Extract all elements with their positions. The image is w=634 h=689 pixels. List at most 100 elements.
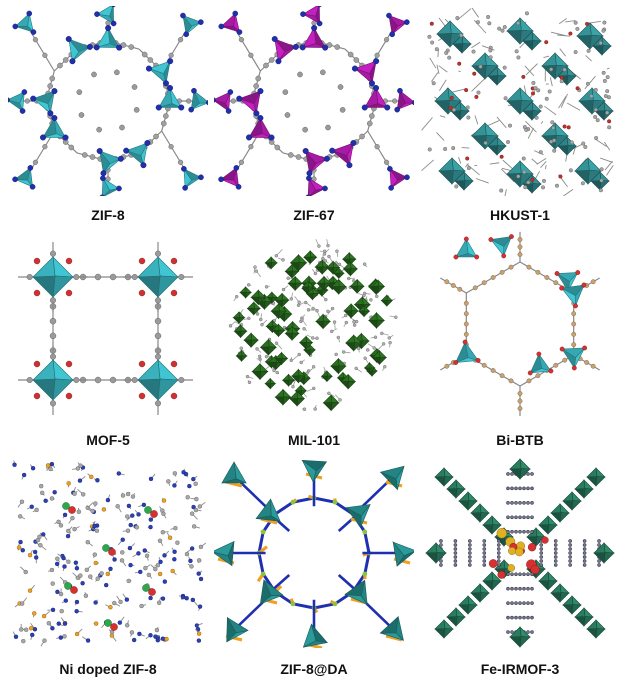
polyhedron bbox=[260, 117, 273, 139]
atom bbox=[362, 262, 367, 266]
polyhedron bbox=[278, 46, 297, 62]
atom bbox=[188, 106, 194, 113]
polyhedron bbox=[274, 388, 285, 398]
atom bbox=[362, 291, 367, 296]
atom bbox=[157, 538, 163, 543]
ni-doped-zif-8-caption: Ni doped ZIF-8 bbox=[59, 661, 157, 677]
atom bbox=[168, 144, 174, 150]
atom bbox=[553, 280, 559, 286]
atom bbox=[322, 185, 328, 192]
atom bbox=[164, 636, 169, 642]
atom bbox=[162, 80, 169, 87]
atom bbox=[128, 44, 135, 50]
polyhedron bbox=[519, 87, 534, 102]
atom bbox=[571, 331, 577, 337]
bond bbox=[313, 602, 336, 610]
atom bbox=[72, 526, 77, 532]
atom bbox=[582, 345, 588, 351]
polyhedron bbox=[519, 636, 531, 648]
polyhedron bbox=[509, 458, 522, 470]
polyhedron bbox=[496, 75, 507, 86]
atom bbox=[138, 360, 146, 368]
atom bbox=[193, 481, 198, 486]
polyhedron bbox=[281, 373, 290, 381]
atom bbox=[451, 146, 456, 151]
polyhedron bbox=[376, 311, 385, 321]
atom bbox=[389, 31, 395, 38]
polyhedron bbox=[350, 268, 358, 277]
atom bbox=[236, 29, 243, 35]
polyhedron bbox=[363, 362, 371, 369]
atom bbox=[119, 558, 125, 563]
atom bbox=[55, 556, 60, 561]
bond bbox=[549, 77, 553, 87]
atom bbox=[517, 406, 523, 411]
panel-mof-5: MOF-5 bbox=[8, 232, 208, 452]
polyhedron bbox=[434, 87, 450, 102]
polyhedron bbox=[235, 355, 243, 362]
polyhedron bbox=[301, 280, 310, 288]
polyhedron bbox=[289, 390, 299, 400]
atom bbox=[530, 529, 534, 534]
atom bbox=[531, 91, 536, 96]
polyhedron bbox=[184, 176, 202, 189]
atom bbox=[468, 551, 472, 555]
polyhedron bbox=[376, 319, 385, 329]
atom bbox=[471, 49, 476, 54]
atom bbox=[62, 621, 68, 626]
atom bbox=[185, 495, 190, 500]
polyhedron bbox=[447, 87, 462, 102]
atom bbox=[111, 6, 116, 8]
atom bbox=[439, 539, 443, 543]
polyhedron bbox=[281, 299, 290, 308]
atom bbox=[145, 65, 152, 72]
polyhedron bbox=[390, 176, 408, 189]
polyhedron bbox=[263, 579, 284, 597]
atom bbox=[606, 95, 611, 100]
atom bbox=[155, 104, 162, 111]
atom bbox=[553, 555, 558, 559]
atom bbox=[96, 126, 102, 133]
atom bbox=[506, 472, 510, 476]
polyhedron bbox=[482, 571, 494, 582]
atom bbox=[89, 154, 96, 160]
hkust-1-caption: HKUST-1 bbox=[490, 207, 550, 223]
polyhedron bbox=[368, 312, 378, 321]
polyhedron bbox=[467, 604, 478, 615]
polyhedron bbox=[531, 40, 542, 51]
polyhedron bbox=[484, 52, 499, 67]
atom bbox=[56, 621, 61, 626]
polyhedron bbox=[562, 604, 574, 615]
atom bbox=[191, 504, 196, 510]
atom bbox=[232, 10, 239, 17]
polyhedron bbox=[309, 349, 316, 357]
atom bbox=[429, 21, 434, 26]
atom bbox=[78, 463, 83, 468]
atom bbox=[21, 472, 27, 478]
bond bbox=[600, 157, 614, 163]
atom bbox=[108, 548, 116, 556]
bond bbox=[292, 602, 315, 610]
polyhedron bbox=[506, 160, 522, 175]
atom bbox=[550, 120, 555, 125]
polyhedron bbox=[294, 275, 303, 284]
atom bbox=[108, 566, 113, 572]
atom bbox=[453, 543, 458, 547]
atom bbox=[264, 285, 269, 289]
fe-irmof-3-structure-image bbox=[425, 458, 615, 648]
hkust-1-structure-image bbox=[421, 7, 614, 196]
atom bbox=[530, 515, 534, 520]
atom bbox=[356, 346, 361, 351]
polyhedron bbox=[270, 256, 278, 264]
bond bbox=[436, 64, 440, 75]
polyhedron bbox=[250, 339, 259, 348]
polyhedron bbox=[345, 334, 355, 344]
atom bbox=[311, 336, 315, 340]
atom bbox=[94, 376, 102, 384]
atom bbox=[463, 236, 469, 242]
bond bbox=[557, 34, 571, 37]
atom bbox=[93, 501, 98, 506]
polyhedron bbox=[283, 313, 293, 323]
atom bbox=[116, 185, 122, 192]
atom bbox=[69, 58, 76, 65]
